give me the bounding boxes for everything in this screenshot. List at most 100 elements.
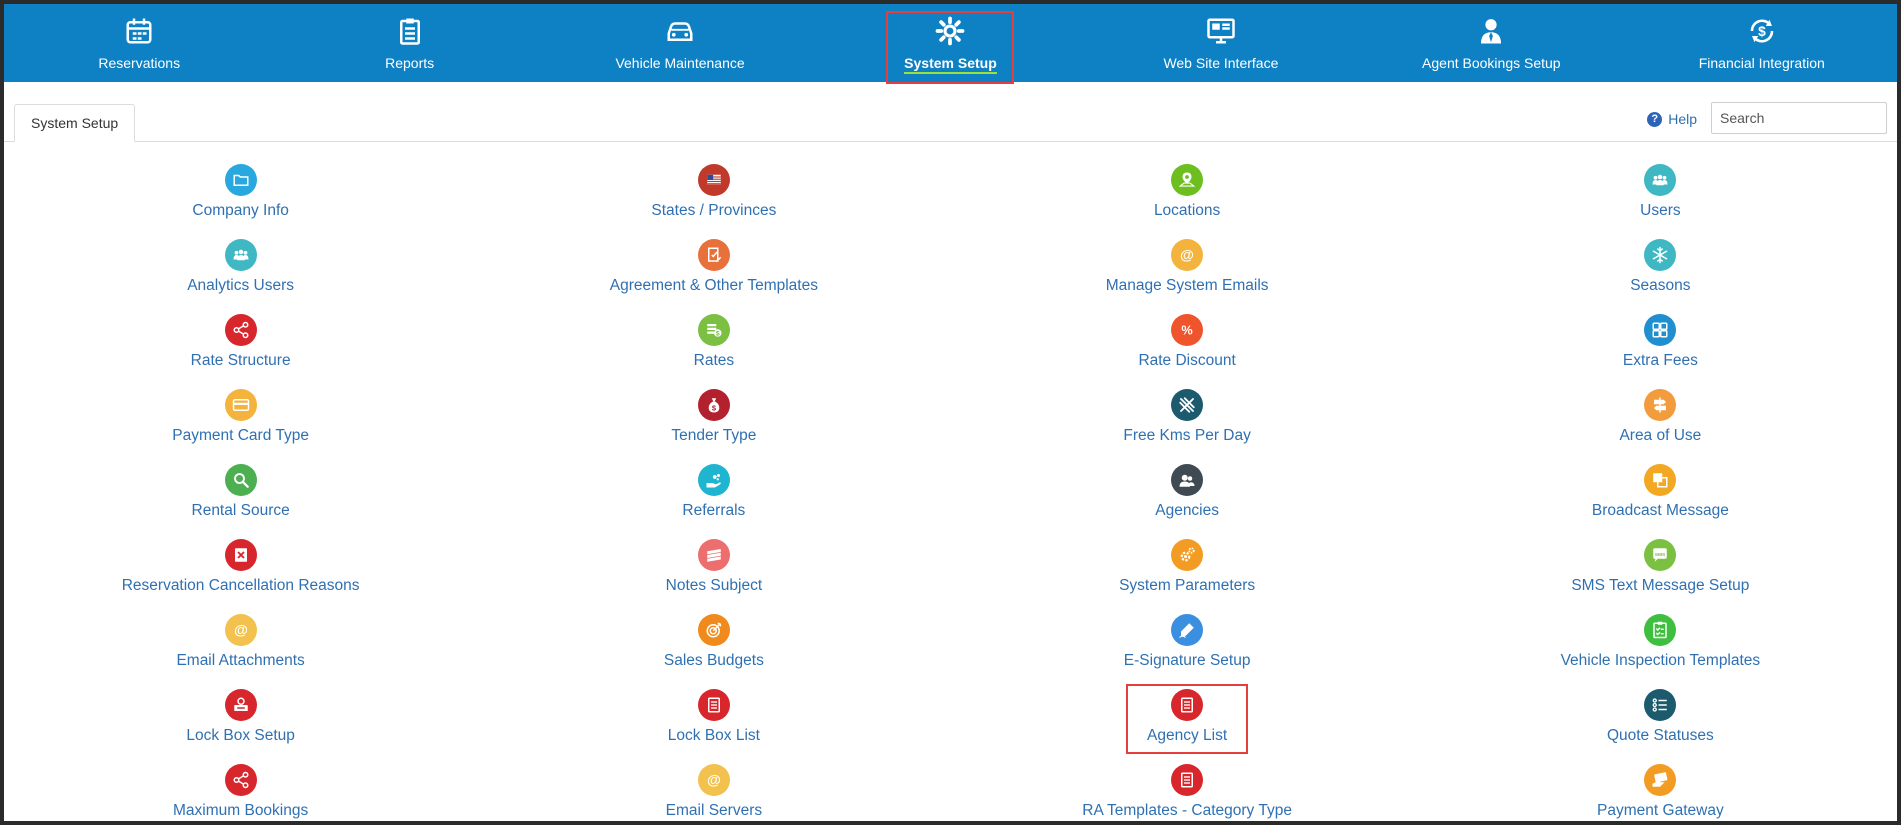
setup-item-label: Lock Box List [667,727,760,744]
svg-text:SMS: SMS [1655,552,1666,558]
setup-item-reservation-cancellation-reasons[interactable]: Reservation Cancellation Reasons [4,529,477,604]
setup-item-label: Rates [693,352,735,369]
setup-item-extra-fees[interactable]: Extra Fees [1424,304,1897,379]
setup-item-lock-box-list[interactable]: Lock Box List [477,679,950,754]
nav-vehicle-maintenance[interactable]: Vehicle Maintenance [545,4,815,82]
setup-item-states-provinces[interactable]: States / Provinces [477,154,950,229]
svg-text:$: $ [712,403,717,412]
setup-item-rates[interactable]: $ Rates [477,304,950,379]
svg-text:@: @ [707,773,721,789]
monitor-icon [1206,16,1236,46]
nav-label: Reports [385,55,435,71]
setup-item-label: Users [1640,202,1681,219]
svg-text:@: @ [1180,248,1194,264]
at-icon: @ [224,614,257,646]
setup-item-free-kms-per-day[interactable]: Free Kms Per Day [951,379,1424,454]
at-icon: @ [1171,239,1204,271]
nav-financial-integration[interactable]: $ Financial Integration [1627,4,1897,82]
setup-item-rental-source[interactable]: Rental Source [4,454,477,529]
app-window: Reservations Reports Vehicle Maintenance Sy… [4,4,1897,821]
folder-icon [224,164,257,196]
search-input[interactable] [1711,102,1887,134]
setup-item-payment-card-type[interactable]: Payment Card Type [4,379,477,454]
setup-item-rate-structure[interactable]: Rate Structure [4,304,477,379]
lock-box-icon [224,689,257,721]
map-pin-icon [1171,164,1204,196]
nav-reports[interactable]: Reports [274,4,544,82]
copy-icon [1644,464,1677,496]
tab-system-setup[interactable]: System Setup [14,104,136,142]
setup-item-label: Maximum Bookings [173,802,309,819]
setup-item-sms-text-message-setup[interactable]: SMS SMS Text Message Setup [1424,529,1897,604]
setup-item-label: Reservation Cancellation Reasons [121,577,360,594]
setup-item-label: Quote Statuses [1606,727,1714,744]
setup-item-seasons[interactable]: Seasons [1424,229,1897,304]
setup-item-maximum-bookings[interactable]: Maximum Bookings [4,754,477,821]
setup-item-agency-list[interactable]: Agency List [951,679,1424,754]
setup-item-agencies[interactable]: Agencies [951,454,1424,529]
road-icon [1171,389,1204,421]
svg-text:$: $ [716,331,720,338]
nav-label: Web Site Interface [1163,55,1279,71]
question-icon: ? [1647,111,1663,127]
setup-item-label: Company Info [192,202,289,219]
setup-item-label: Rental Source [191,502,290,519]
setup-item-notes-subject[interactable]: Notes Subject [477,529,950,604]
cancel-icon [224,539,257,571]
setup-item-label: E-Signature Setup [1123,652,1251,669]
setup-item-label: Extra Fees [1622,352,1698,369]
help-label: Help [1668,111,1697,127]
setup-item-ra-templates-category-type[interactable]: RA Templates - Category Type [951,754,1424,821]
nav-label: Vehicle Maintenance [615,55,745,71]
share-icon [224,314,257,346]
payment-icon [1644,764,1677,796]
setup-item-email-attachments[interactable]: @ Email Attachments [4,604,477,679]
nav-web-site-interface[interactable]: Web Site Interface [1086,4,1356,82]
setup-item-system-parameters[interactable]: System Parameters [951,529,1424,604]
setup-item-label: Email Attachments [176,652,305,669]
setup-item-label: Email Servers [665,802,763,819]
flag-icon [697,164,730,196]
car-icon [665,16,695,46]
document-edit-icon [697,239,730,271]
pen-icon [1171,614,1204,646]
setup-item-e-signature-setup[interactable]: E-Signature Setup [951,604,1424,679]
setup-item-label: SMS Text Message Setup [1571,577,1750,594]
setup-item-email-servers[interactable]: @ Email Servers [477,754,950,821]
help-link[interactable]: ? Help [1647,108,1697,130]
setup-item-sales-budgets[interactable]: Sales Budgets [477,604,950,679]
setup-item-area-of-use[interactable]: Area of Use [1424,379,1897,454]
setup-item-tender-type[interactable]: $ Tender Type [477,379,950,454]
setup-item-label: Broadcast Message [1591,502,1729,519]
nav-system-setup[interactable]: System Setup [815,4,1085,82]
snowflake-icon [1644,239,1677,271]
setup-item-label: System Parameters [1119,577,1256,594]
setup-item-quote-statuses[interactable]: Quote Statuses [1424,679,1897,754]
setup-item-agreement-other-templates[interactable]: Agreement & Other Templates [477,229,950,304]
setup-item-label: Vehicle Inspection Templates [1560,652,1761,669]
setup-item-label: Analytics Users [187,277,295,294]
setup-item-label: RA Templates - Category Type [1082,802,1292,819]
setup-item-payment-gateway[interactable]: Payment Gateway [1424,754,1897,821]
setup-item-analytics-users[interactable]: Analytics Users [4,229,477,304]
setup-item-label: Notes Subject [665,577,763,594]
setup-item-company-info[interactable]: Company Info [4,154,477,229]
setup-item-users[interactable]: Users [1424,154,1897,229]
setup-item-lock-box-setup[interactable]: Lock Box Setup [4,679,477,754]
nav-agent-bookings-setup[interactable]: Agent Bookings Setup [1356,4,1626,82]
setup-item-label: States / Provinces [651,202,777,219]
dollar-sync-icon: $ [1747,16,1777,46]
money-bag-icon: $ [697,389,730,421]
setup-item-referrals[interactable]: Referrals [477,454,950,529]
share-icon [224,764,257,796]
setup-item-rate-discount[interactable]: % Rate Discount [951,304,1424,379]
setup-item-manage-system-emails[interactable]: @ Manage System Emails [951,229,1424,304]
at-icon: @ [697,764,730,796]
setup-item-vehicle-inspection-templates[interactable]: Vehicle Inspection Templates [1424,604,1897,679]
setup-grid: Company Info States / Provinces Locations U… [4,154,1897,821]
status-list-icon [1644,689,1677,721]
setup-item-locations[interactable]: Locations [951,154,1424,229]
agent-icon [1476,16,1506,46]
setup-item-broadcast-message[interactable]: Broadcast Message [1424,454,1897,529]
nav-reservations[interactable]: Reservations [4,4,274,82]
